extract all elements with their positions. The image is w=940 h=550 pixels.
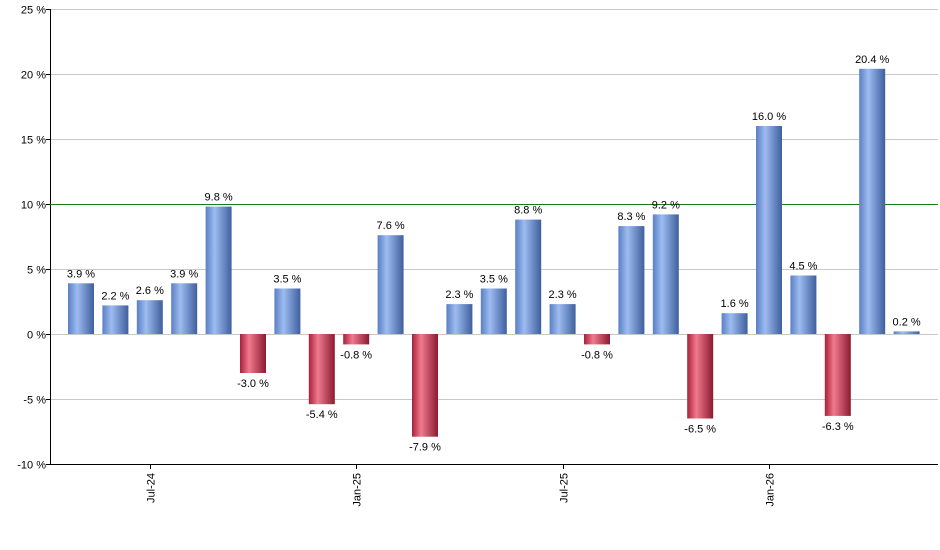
data-label: -0.8 % [340,349,372,361]
data-label: 9.2 % [652,199,680,211]
x-axis: Jul-24 Jan-25 Jul-25 Jan-26 [50,464,938,507]
bar [205,206,232,334]
data-label: -3.0 % [237,378,269,390]
y-tick-label: 0 % [27,330,46,342]
data-label: 3.9 % [170,268,198,280]
data-label: 2.6 % [136,285,164,297]
data-label: 20.4 % [855,54,889,66]
bar [308,334,335,405]
bar [68,283,94,334]
y-tick-label: 15 % [21,135,46,147]
bar [790,275,817,334]
bar [480,288,507,334]
bar [721,313,748,334]
y-tick-label: -5 % [23,395,46,407]
data-label: 9.8 % [205,192,233,204]
bar [584,334,610,345]
grid-lines [50,9,938,465]
data-label: 16.0 % [752,111,786,123]
bar [343,334,370,345]
bar [136,300,163,334]
data-label: -6.3 % [822,421,854,433]
data-label: 7.6 % [377,220,405,232]
bar [446,304,473,334]
data-label: 8.3 % [617,211,645,223]
bar [756,126,782,334]
y-tick-label: 10 % [21,200,46,212]
bar [618,226,645,334]
data-label: 4.5 % [789,261,817,273]
x-tick-label: Jan-25 [352,473,364,507]
data-label: 1.6 % [721,298,749,310]
bar [377,235,404,334]
data-labels: 3.9 % 2.2 % 2.6 % 3.9 % 9.8 % -3.0 % 3.5 % -5.4… [67,54,921,454]
y-axis: 25 % 20 % 15 % 10 % 5 % 0 % -5 % -10 % [17,5,51,472]
y-tick-label: 25 % [21,5,46,17]
x-tick-label: Jul-25 [559,473,571,503]
bar [859,68,886,335]
y-tick-label: 20 % [21,70,46,82]
bar [549,304,576,334]
bars [68,68,920,437]
data-label: 3.9 % [67,268,95,280]
data-label: 2.3 % [445,289,473,301]
x-tick-label: Jan-26 [765,473,777,507]
data-label: 2.3 % [549,289,577,301]
bar [515,219,542,334]
data-label: -7.9 % [409,442,441,454]
bar [274,288,301,334]
bar [893,331,920,334]
data-label: 0.2 % [893,316,921,328]
y-tick-label: 5 % [27,265,46,277]
data-label: 3.5 % [273,274,301,286]
x-tick-label: Jul-24 [146,473,158,503]
data-label: 3.5 % [480,274,508,286]
bar [687,334,714,419]
data-label: -0.8 % [581,349,613,361]
bar [652,214,679,334]
bar [824,334,851,416]
bar [171,283,198,334]
bar [240,334,266,373]
data-label: 2.2 % [101,290,129,302]
data-label: 8.8 % [514,205,542,217]
y-tick-label: -10 % [17,460,46,472]
data-label: -5.4 % [306,409,338,421]
bar [102,305,129,334]
bar [412,334,438,437]
data-label: -6.5 % [684,424,716,436]
